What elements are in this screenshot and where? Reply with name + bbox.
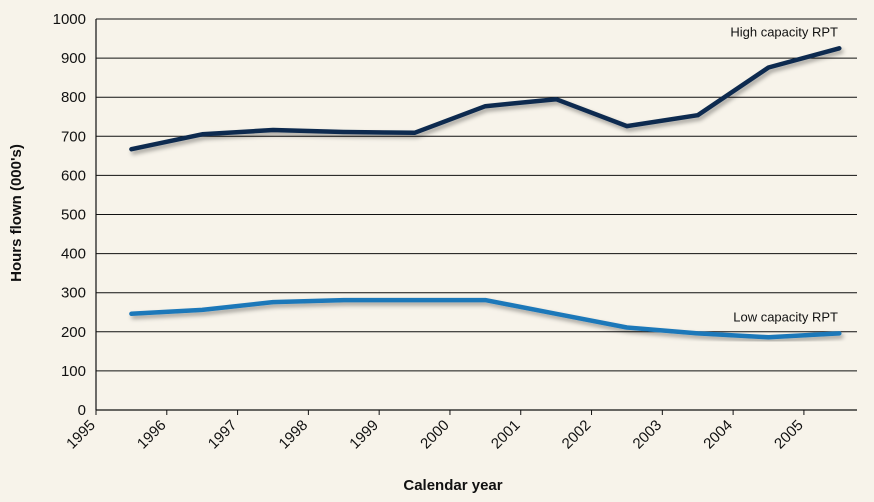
y-tick-label: 400 — [61, 246, 86, 263]
y-tick-label: 800 — [61, 89, 86, 106]
x-tick-label: 2004 — [700, 417, 736, 453]
series-label: High capacity RPT — [730, 24, 838, 39]
axes: 0 100 200 300 400 500 600 700 800 900 1000 1995 1996… — [53, 11, 857, 452]
x-axis-title: Calendar year — [403, 477, 502, 494]
x-tick-label: 1998 — [276, 417, 312, 453]
y-tick-label: 600 — [61, 167, 86, 184]
y-tick-label: 100 — [61, 363, 86, 380]
y-tick-label: 300 — [61, 285, 86, 302]
x-tick-label: 1999 — [346, 417, 382, 453]
x-tick-label: 2002 — [559, 417, 595, 453]
x-tick-label: 2003 — [630, 417, 666, 453]
y-tick-label: 900 — [61, 50, 86, 67]
series-line — [131, 48, 839, 149]
y-tick-label: 500 — [61, 207, 86, 224]
y-tick-label: 0 — [78, 402, 86, 419]
x-tick-label: 2000 — [417, 417, 453, 453]
series-lines — [131, 48, 839, 337]
y-tick-label: 1000 — [53, 11, 86, 28]
x-tick-label: 2005 — [771, 417, 807, 453]
y-tick-label: 700 — [61, 128, 86, 145]
y-tick-label: 200 — [61, 324, 86, 341]
series-label: Low capacity RPT — [733, 309, 838, 324]
x-tick-label: 1995 — [63, 417, 99, 453]
x-tick-label: 2001 — [488, 417, 524, 453]
x-tick-label: 1996 — [134, 417, 170, 453]
labels: High capacity RPT Low capacity RPT — [730, 24, 838, 324]
y-axis-title: Hours flown (000's) — [8, 144, 25, 282]
x-tick-label: 1997 — [205, 417, 241, 453]
